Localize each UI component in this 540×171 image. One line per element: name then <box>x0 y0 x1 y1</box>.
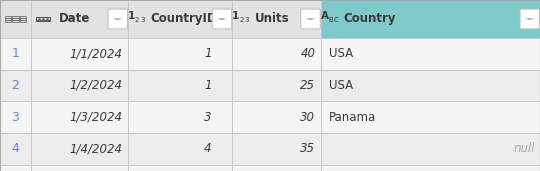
FancyBboxPatch shape <box>301 9 320 29</box>
Text: C: C <box>334 17 339 23</box>
Text: 1: 1 <box>11 47 19 60</box>
Text: 1: 1 <box>232 11 239 21</box>
Bar <box>321 70 540 101</box>
Text: 2: 2 <box>239 17 244 23</box>
Bar <box>19 16 26 18</box>
FancyBboxPatch shape <box>520 9 539 29</box>
Bar <box>31 38 128 70</box>
Bar <box>232 70 321 101</box>
Bar <box>36 17 50 21</box>
Bar <box>128 70 232 101</box>
Polygon shape <box>217 19 227 20</box>
Text: CountryID: CountryID <box>151 12 217 25</box>
Bar <box>232 0 321 38</box>
Text: 2: 2 <box>135 17 139 23</box>
Bar <box>321 133 540 165</box>
FancyBboxPatch shape <box>212 9 232 29</box>
Text: 1: 1 <box>204 47 212 60</box>
Bar <box>31 101 128 133</box>
Bar <box>232 133 321 165</box>
Bar <box>12 18 18 20</box>
Text: 35: 35 <box>300 142 315 155</box>
Bar <box>4 16 11 18</box>
Text: 4: 4 <box>11 142 19 155</box>
Bar <box>321 101 540 133</box>
Polygon shape <box>306 19 315 20</box>
FancyBboxPatch shape <box>108 9 127 29</box>
Text: 3: 3 <box>245 17 249 23</box>
Bar <box>128 133 232 165</box>
Bar <box>232 101 321 133</box>
Bar <box>128 38 232 70</box>
Bar <box>19 20 26 22</box>
Text: 30: 30 <box>300 110 315 124</box>
Text: A: A <box>321 11 329 21</box>
Bar <box>0 133 31 165</box>
Text: Country: Country <box>343 12 396 25</box>
Bar <box>4 20 11 22</box>
Text: USA: USA <box>329 79 353 92</box>
Bar <box>0 0 31 38</box>
Text: 3: 3 <box>140 17 145 23</box>
Text: 1/1/2024: 1/1/2024 <box>70 47 123 60</box>
Text: USA: USA <box>329 47 353 60</box>
Text: null: null <box>513 142 535 155</box>
Text: 25: 25 <box>300 79 315 92</box>
Bar <box>31 70 128 101</box>
Text: 40: 40 <box>300 47 315 60</box>
Text: Units: Units <box>255 12 289 25</box>
Text: 1/2/2024: 1/2/2024 <box>70 79 123 92</box>
Text: 1/3/2024: 1/3/2024 <box>70 110 123 124</box>
Bar <box>0 70 31 101</box>
Bar <box>0 101 31 133</box>
Bar <box>31 0 128 38</box>
Polygon shape <box>113 19 123 20</box>
Polygon shape <box>525 19 535 20</box>
Bar <box>19 18 26 20</box>
Text: B: B <box>329 17 333 23</box>
Text: Date: Date <box>59 12 90 25</box>
Text: 1: 1 <box>127 11 135 21</box>
Text: 3: 3 <box>11 110 19 124</box>
Bar <box>128 101 232 133</box>
Text: 3: 3 <box>204 110 212 124</box>
Bar <box>0 38 31 70</box>
Bar <box>128 0 232 38</box>
Bar <box>12 20 18 22</box>
Bar <box>12 16 18 18</box>
Bar <box>321 0 540 38</box>
Text: 2: 2 <box>11 79 19 92</box>
Text: 1: 1 <box>204 79 212 92</box>
Text: Panama: Panama <box>329 110 376 124</box>
Bar <box>232 38 321 70</box>
Bar <box>321 38 540 70</box>
Text: 1/4/2024: 1/4/2024 <box>70 142 123 155</box>
Bar <box>4 18 11 20</box>
Bar <box>31 133 128 165</box>
Text: 4: 4 <box>204 142 212 155</box>
